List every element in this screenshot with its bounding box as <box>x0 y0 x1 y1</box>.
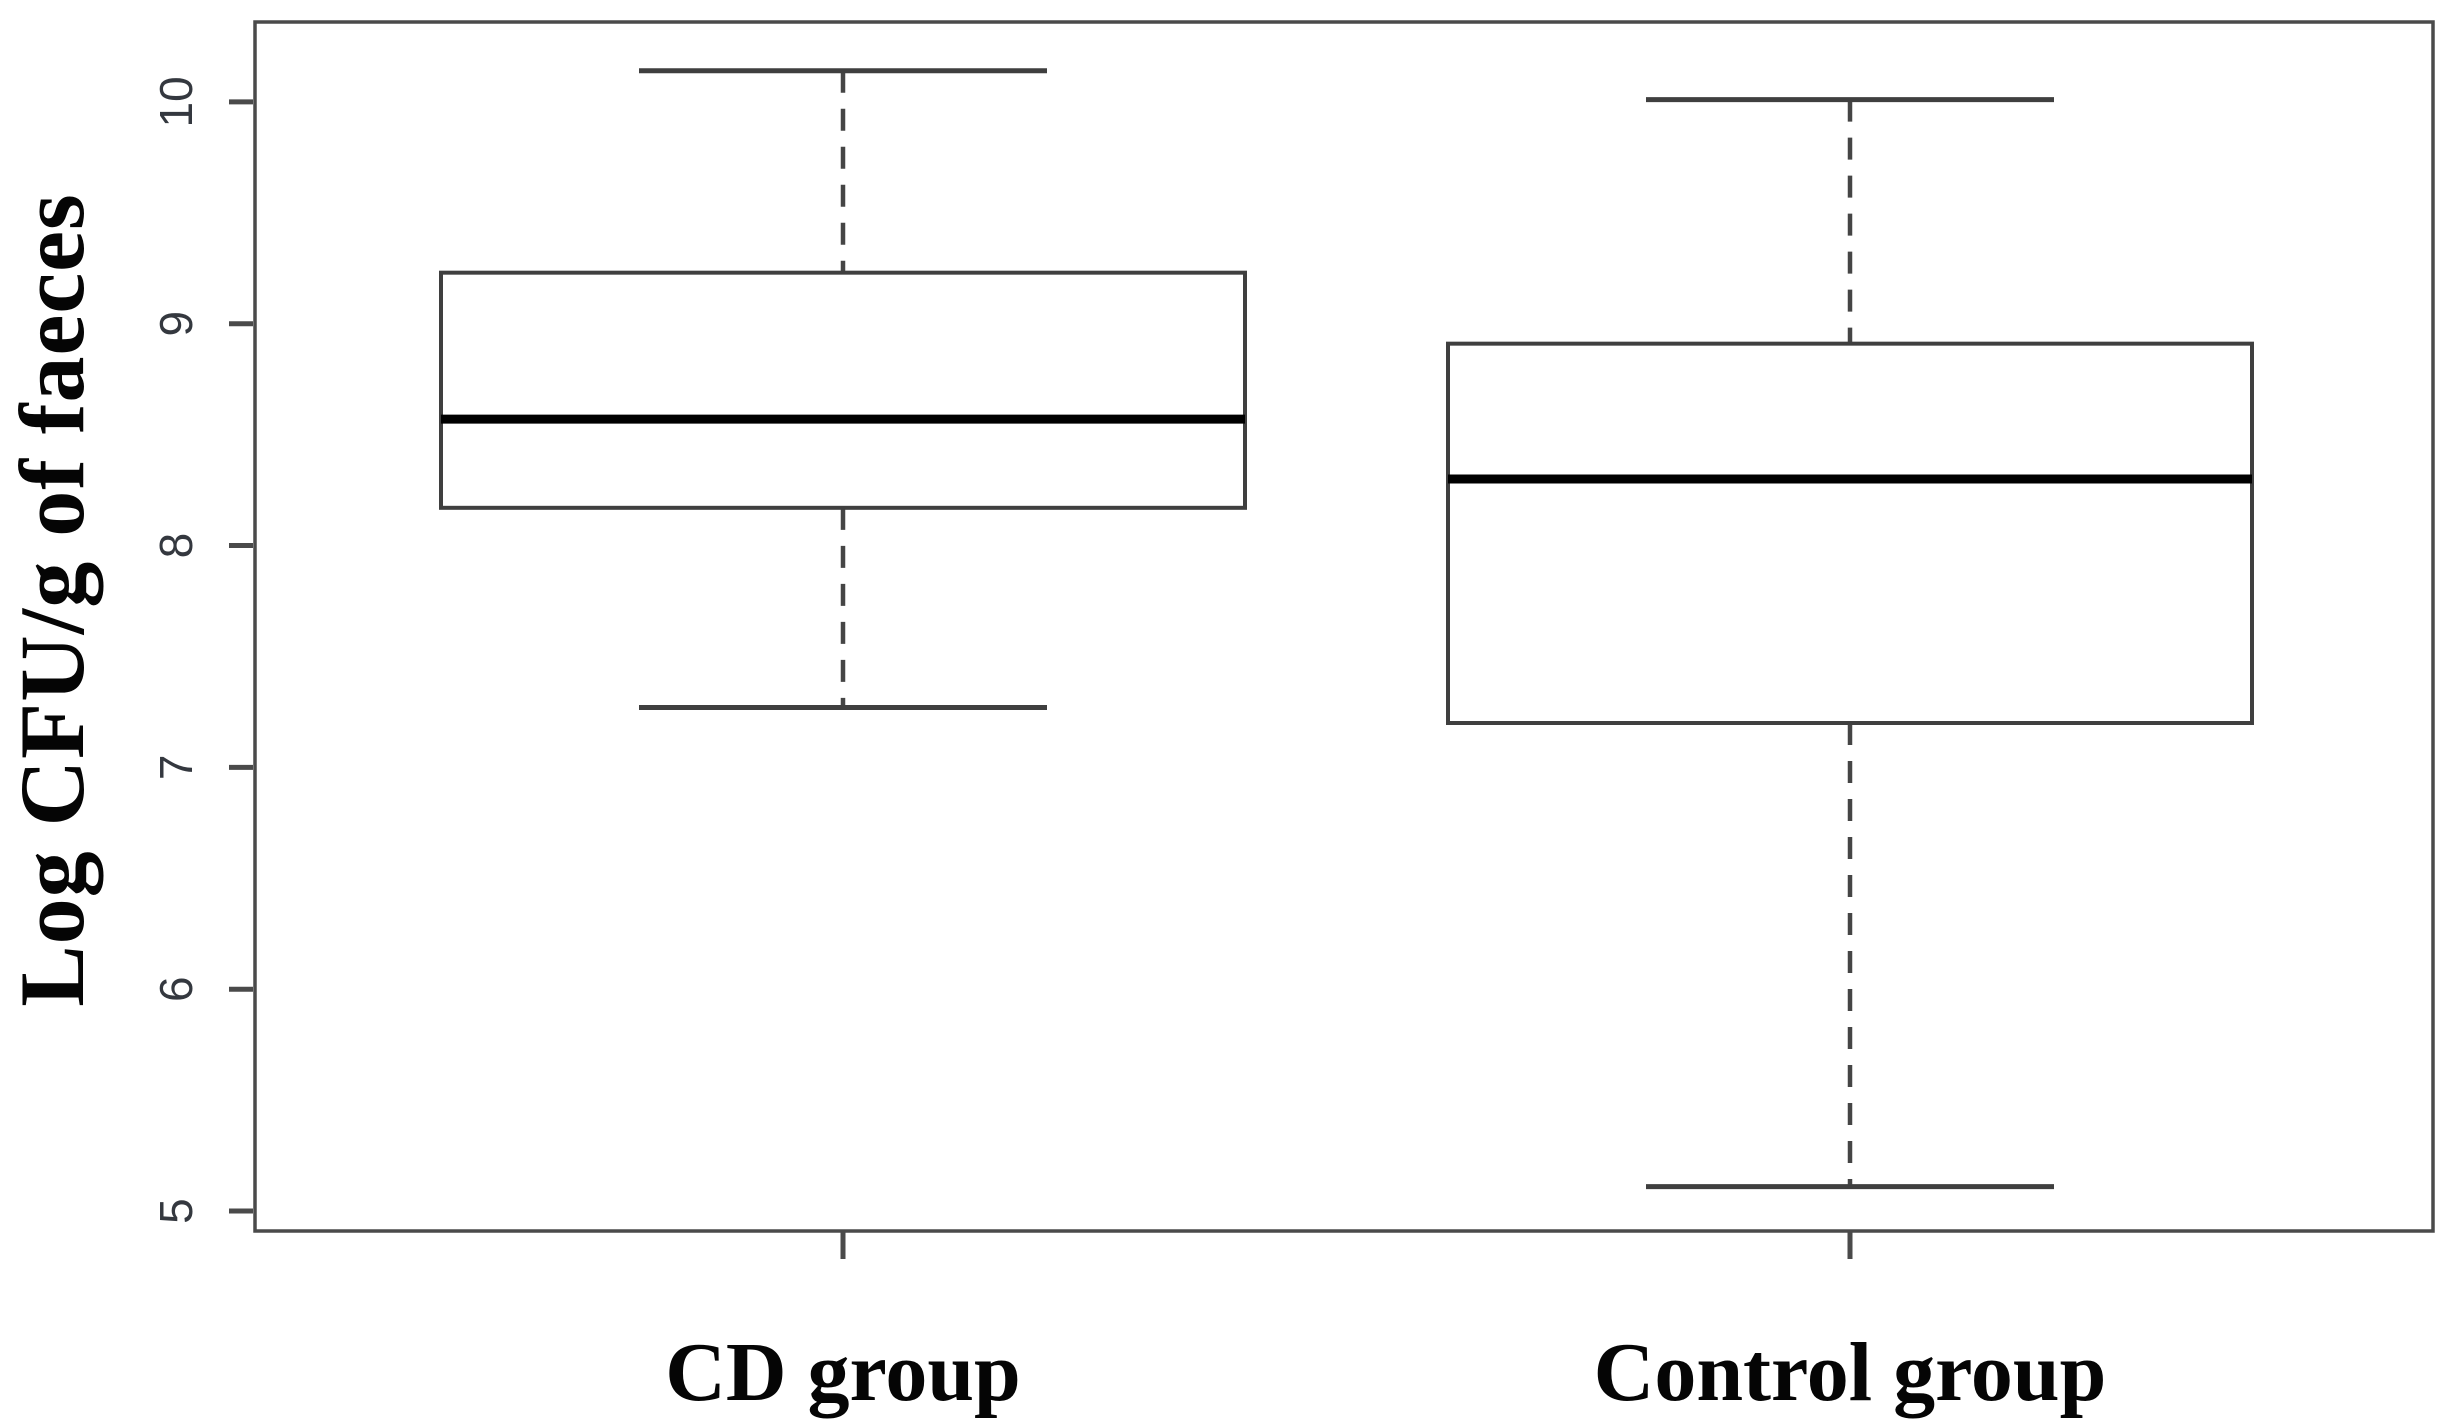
category-label: CD group <box>665 1326 1021 1419</box>
plot-frame <box>253 20 2435 1233</box>
category-label: Control group <box>1594 1326 2107 1419</box>
y-axis-tick-label: 9 <box>150 311 202 337</box>
y-axis-tick-label: 10 <box>150 76 202 127</box>
iqr-box <box>439 270 1247 510</box>
y-axis-tick-label: 6 <box>150 976 202 1002</box>
y-axis-tick-label: 7 <box>150 755 202 781</box>
y-axis-title: Log CFU/g of faeces <box>1 193 103 1007</box>
y-axis-tick-label: 5 <box>150 1198 202 1224</box>
y-axis-tick-label: 8 <box>150 533 202 559</box>
iqr-box <box>1446 341 2254 725</box>
